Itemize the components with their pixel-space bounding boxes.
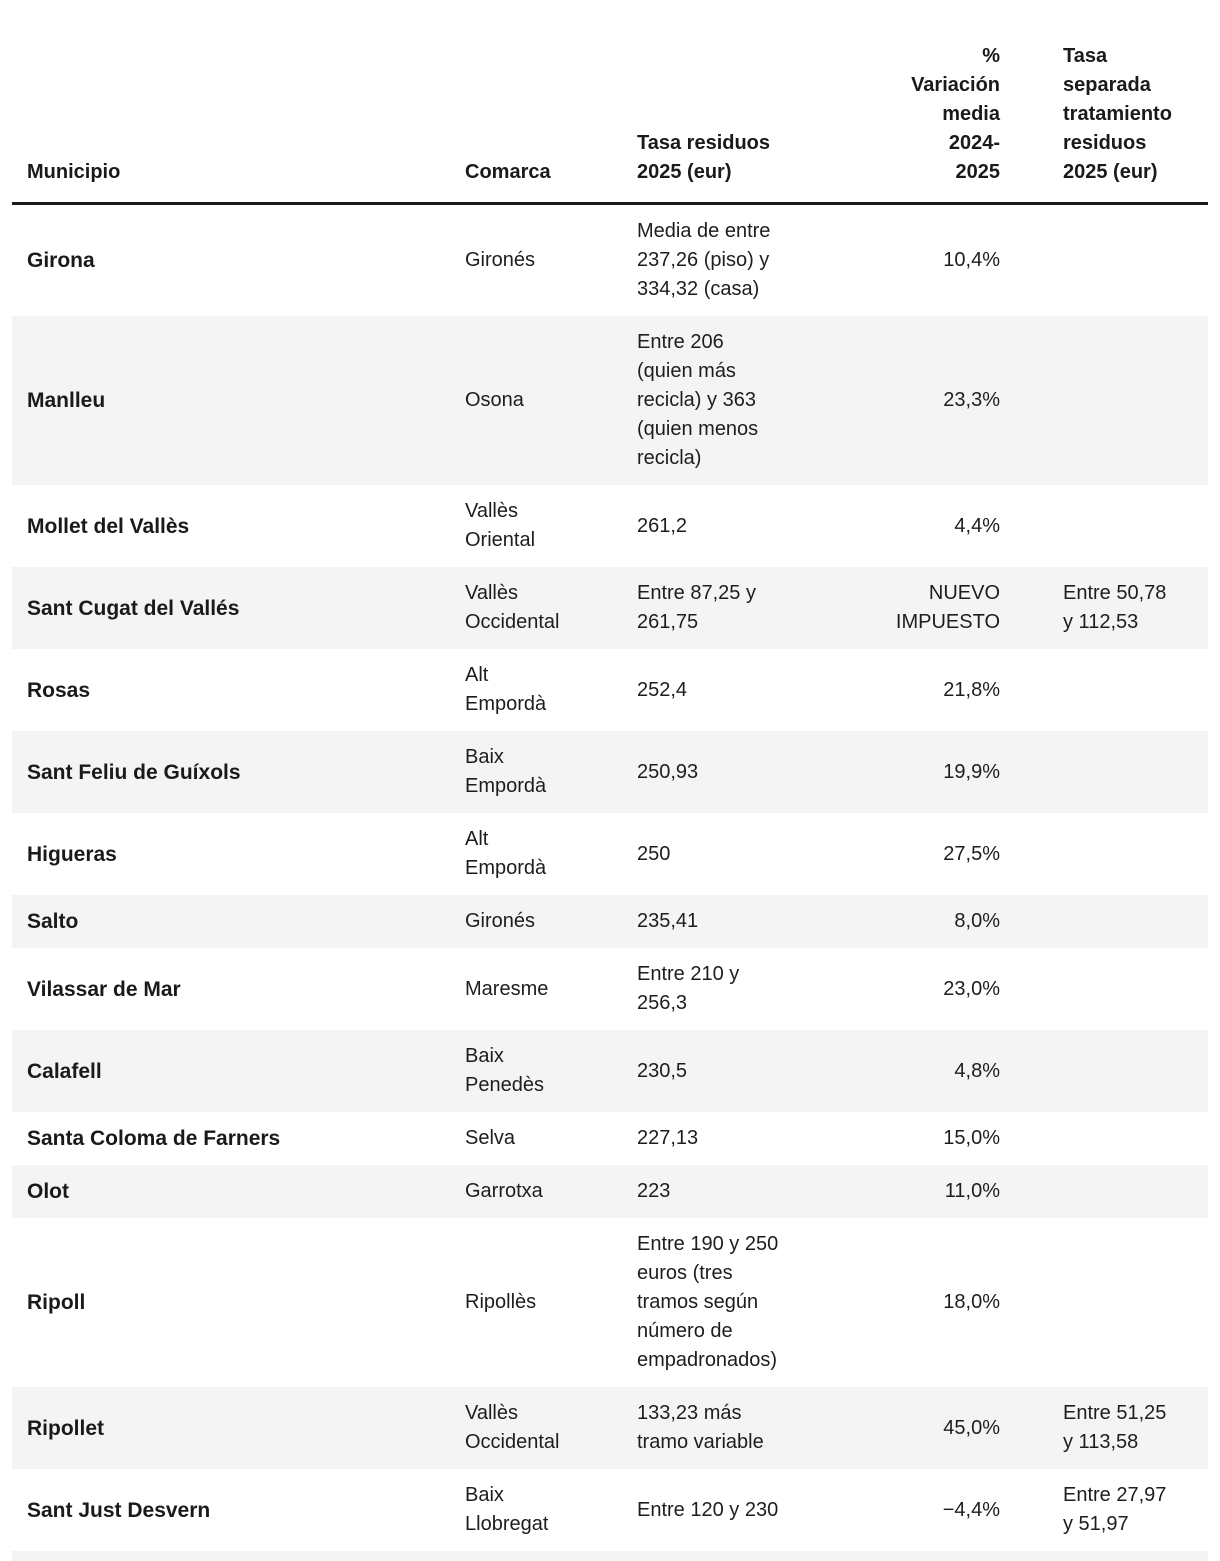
cell-municipio: Santa Coloma de Farners bbox=[27, 1127, 281, 1150]
cell-tasa: 250,93 bbox=[637, 760, 699, 783]
cell-municipio: Mollet del Vallès bbox=[27, 514, 190, 538]
table-row: Ripoll Ripollès Entre 190 y 250 euros (tre… bbox=[12, 1218, 1208, 1387]
cell-separada: Entre 51,25 y 113,58 bbox=[1063, 1402, 1167, 1453]
table-row: Olot Garrotxa 223 11,0% bbox=[12, 1165, 1208, 1218]
cell-variacion: 15,0% bbox=[943, 1127, 1000, 1149]
cell-separada bbox=[1010, 1218, 1208, 1387]
cell-variacion: 4,4% bbox=[954, 514, 1000, 537]
table-row: Sant Just Desvern Baix Llobregat Entre 120… bbox=[12, 1469, 1208, 1551]
cell-variacion: 21,8% bbox=[943, 678, 1000, 701]
table-row: Salto Gironés 235,41 8,0% bbox=[12, 895, 1208, 948]
cell-separada bbox=[1010, 1030, 1208, 1112]
table-row: Mollet del Vallès Vallès Oriental 261,2 4,4… bbox=[12, 485, 1208, 567]
table-row: Ripollet Vallès Occidental 133,23 más tram… bbox=[12, 1387, 1208, 1469]
cell-separada bbox=[1010, 895, 1208, 948]
cell-tasa: Entre 210 y 256,3 bbox=[637, 963, 740, 1014]
cell-municipio: Olot bbox=[27, 1180, 69, 1203]
column-header-variacion: % Variación media 2024- 2025 bbox=[830, 0, 1010, 205]
cell-variacion: 23,0% bbox=[943, 977, 1000, 1000]
cell-separada bbox=[1010, 485, 1208, 567]
cell-variacion: 27,5% bbox=[943, 842, 1000, 865]
table-header-row: Municipio Comarca Tasa residuos 2025 (eur)… bbox=[12, 0, 1208, 205]
column-header-comarca: Comarca bbox=[450, 0, 625, 205]
cell-tasa: 133,23 más tramo variable bbox=[637, 1402, 764, 1453]
cell-municipio: Calafell bbox=[27, 1059, 102, 1083]
table-row: Higueras Alt Empordà 250 27,5% bbox=[12, 813, 1208, 895]
cell-variacion: 45,0% bbox=[943, 1416, 1000, 1439]
table-row: Manlleu Osona Entre 206 (quien más recicla… bbox=[12, 316, 1208, 485]
cell-comarca: Alt Empordà bbox=[465, 828, 547, 879]
cell-separada: Entre 27,97 y 51,97 bbox=[1063, 1484, 1167, 1535]
cell-separada bbox=[1010, 204, 1208, 317]
cell-municipio: Girona bbox=[27, 249, 95, 272]
cell-variacion: 19,9% bbox=[943, 760, 1000, 783]
cell-variacion: −4,4% bbox=[942, 1498, 1000, 1521]
cell-comarca: Gironés bbox=[465, 249, 536, 271]
cell-comarca: Vallès Occidental bbox=[465, 582, 560, 633]
next-row-partial-stripe bbox=[12, 1551, 1208, 1561]
cell-separada bbox=[1010, 649, 1208, 731]
cell-tasa: 227,13 bbox=[637, 1127, 699, 1149]
cell-tasa: 230,5 bbox=[637, 1059, 688, 1082]
cell-variacion: NUEVO IMPUESTO bbox=[895, 582, 1000, 633]
cell-separada: Entre 50,78 y 112,53 bbox=[1063, 582, 1167, 633]
cell-tasa: Entre 206 (quien más recicla) y 363 (qui… bbox=[637, 331, 759, 469]
table-row: Sant Cugat del Vallés Vallès Occidental En… bbox=[12, 567, 1208, 649]
cell-separada bbox=[1010, 813, 1208, 895]
cell-comarca: Alt Empordà bbox=[465, 664, 547, 715]
cell-municipio: Higueras bbox=[27, 842, 117, 866]
cell-municipio: Salto bbox=[27, 910, 79, 933]
cell-comarca: Osona bbox=[465, 389, 524, 411]
cell-comarca: Baix Empordà bbox=[465, 746, 547, 797]
cell-comarca: Baix Penedès bbox=[465, 1045, 544, 1096]
cell-variacion: 18,0% bbox=[943, 1291, 1000, 1313]
municipal-waste-tax-table: Municipio Comarca Tasa residuos 2025 (eur)… bbox=[12, 0, 1208, 1551]
cell-tasa: 235,41 bbox=[637, 910, 699, 932]
table-row: Girona Gironés Media de entre 237,26 (piso… bbox=[12, 204, 1208, 317]
cell-municipio: Sant Just Desvern bbox=[27, 1498, 211, 1522]
cell-municipio: Rosas bbox=[27, 678, 91, 702]
cell-separada bbox=[1010, 316, 1208, 485]
column-header-tasa: Tasa residuos 2025 (eur) bbox=[625, 0, 830, 205]
cell-municipio: Vilassar de Mar bbox=[27, 977, 181, 1001]
table-row: Rosas Alt Empordà 252,4 21,8% bbox=[12, 649, 1208, 731]
cell-variacion: 8,0% bbox=[954, 910, 1000, 932]
cell-municipio: Sant Feliu de Guíxols bbox=[27, 760, 241, 784]
cell-tasa: Entre 190 y 250 euros (tres tramos según… bbox=[637, 1233, 779, 1371]
cell-comarca: Maresme bbox=[465, 977, 549, 1000]
table-row: Santa Coloma de Farners Selva 227,13 15,0% bbox=[12, 1112, 1208, 1165]
cell-variacion: 23,3% bbox=[943, 389, 1000, 411]
municipal-waste-tax-table-wrapper: Municipio Comarca Tasa residuos 2025 (eur)… bbox=[12, 0, 1208, 1551]
cell-municipio: Ripollet bbox=[27, 1416, 104, 1440]
cell-tasa: 250 bbox=[637, 842, 671, 865]
cell-tasa: Media de entre 237,26 (piso) y 334,32 (c… bbox=[637, 220, 771, 300]
cell-comarca: Vallès Occidental bbox=[465, 1402, 560, 1453]
cell-tasa: Entre 87,25 y 261,75 bbox=[637, 582, 756, 633]
cell-municipio: Ripoll bbox=[27, 1291, 86, 1314]
cell-comarca: Baix Llobregat bbox=[465, 1484, 549, 1535]
cell-variacion: 10,4% bbox=[943, 249, 1000, 271]
cell-municipio: Sant Cugat del Vallés bbox=[27, 596, 240, 620]
column-header-municipio: Municipio bbox=[12, 0, 450, 205]
column-header-separada: Tasa separada tratamiento residuos 2025 … bbox=[1010, 0, 1208, 205]
cell-comarca: Garrotxa bbox=[465, 1180, 543, 1202]
table-row: Vilassar de Mar Maresme Entre 210 y 256,3 2… bbox=[12, 948, 1208, 1030]
cell-separada bbox=[1010, 731, 1208, 813]
cell-separada bbox=[1010, 1112, 1208, 1165]
table-row: Sant Feliu de Guíxols Baix Empordà 250,93 1… bbox=[12, 731, 1208, 813]
cell-tasa: Entre 120 y 230 bbox=[637, 1498, 779, 1521]
cell-comarca: Ripollès bbox=[465, 1291, 537, 1313]
cell-variacion: 11,0% bbox=[944, 1180, 1000, 1202]
table-row: Calafell Baix Penedès 230,5 4,8% bbox=[12, 1030, 1208, 1112]
cell-tasa: 252,4 bbox=[637, 678, 688, 701]
cell-separada bbox=[1010, 1165, 1208, 1218]
cell-comarca: Gironés bbox=[465, 910, 536, 932]
cell-variacion: 4,8% bbox=[954, 1059, 1000, 1082]
cell-municipio: Manlleu bbox=[27, 389, 106, 412]
cell-separada bbox=[1010, 948, 1208, 1030]
cell-tasa: 223 bbox=[637, 1180, 671, 1202]
cell-comarca: Vallès Oriental bbox=[465, 500, 536, 551]
cell-tasa: 261,2 bbox=[637, 514, 688, 537]
cell-comarca: Selva bbox=[465, 1127, 516, 1149]
